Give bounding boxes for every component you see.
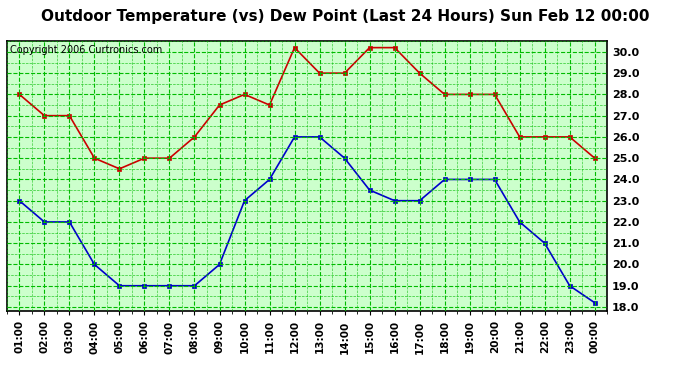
Text: Copyright 2006 Curtronics.com: Copyright 2006 Curtronics.com [10, 45, 162, 55]
Text: Outdoor Temperature (vs) Dew Point (Last 24 Hours) Sun Feb 12 00:00: Outdoor Temperature (vs) Dew Point (Last… [41, 9, 649, 24]
